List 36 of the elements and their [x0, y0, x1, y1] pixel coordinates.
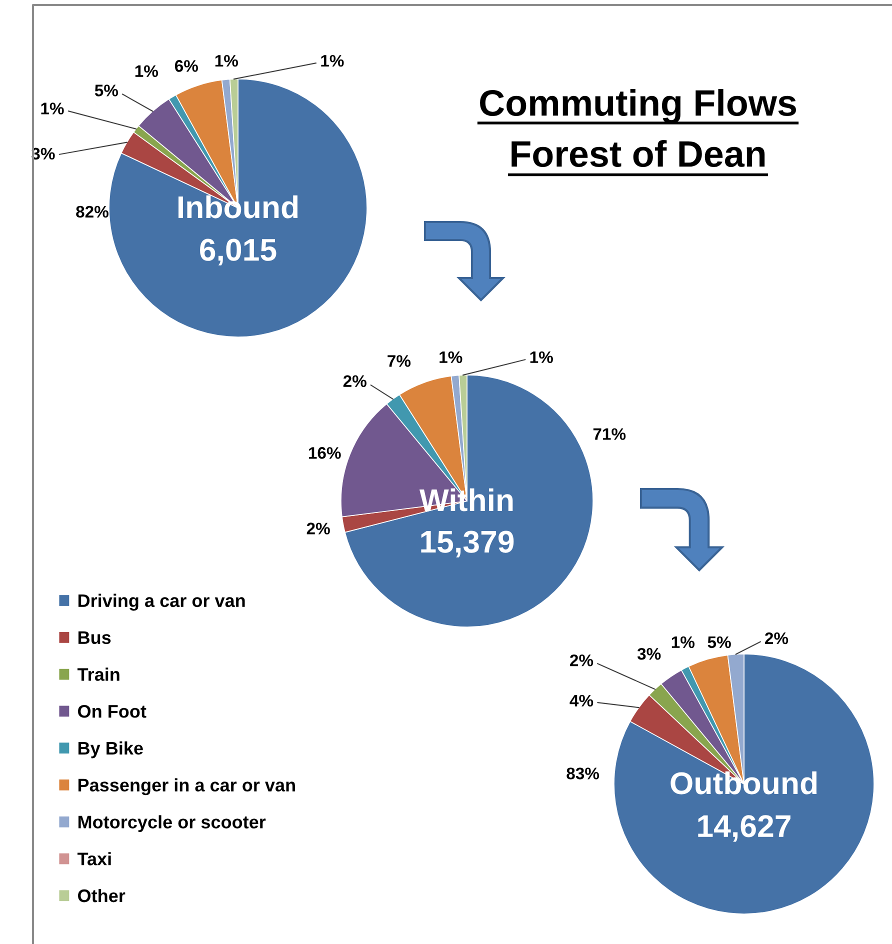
- data-label: 4%: [570, 694, 594, 707]
- data-label: 1%: [41, 102, 64, 114]
- data-label: 2%: [343, 375, 366, 387]
- data-label: 1%: [135, 65, 158, 77]
- legend-label: On Foot: [78, 704, 146, 718]
- data-label: 83%: [566, 768, 600, 780]
- data-label: 3%: [637, 648, 661, 660]
- data-label: 1%: [215, 54, 238, 67]
- slice-label: Outbound: [670, 771, 817, 794]
- legend-label: Other: [78, 888, 126, 902]
- data-label: 5%: [94, 84, 118, 96]
- data-label: 71%: [593, 428, 626, 440]
- data-label: 7%: [388, 355, 411, 367]
- data-label: 16%: [308, 447, 341, 459]
- data-label: 82%: [76, 206, 108, 218]
- text: 15,379: [421, 530, 514, 558]
- legend-label: Taxi: [77, 852, 111, 866]
- data-label: 5%: [708, 636, 731, 648]
- data-label: 2%: [765, 632, 788, 644]
- data-label: 1%: [530, 351, 553, 364]
- legend-label: Driving a car or van: [78, 594, 245, 611]
- slice-label: Inbound: [178, 195, 298, 218]
- legend-label: Passenger in a car or van: [78, 778, 295, 796]
- data-label: 1%: [440, 351, 462, 364]
- text: 14,627: [698, 815, 790, 842]
- data-label: 1%: [321, 54, 344, 67]
- legend-label: By Bike: [78, 741, 143, 758]
- data-label: 1%: [672, 636, 695, 648]
- legend-label: Train: [77, 668, 120, 681]
- legend-label: Bus: [78, 631, 111, 644]
- legend-label: Motorcycle or scooter: [78, 815, 266, 832]
- text: Commuting Flows Forest of Dean: [480, 89, 796, 168]
- text: 6,015: [200, 238, 276, 266]
- data-label: 2%: [306, 522, 330, 534]
- data-label: 6%: [174, 60, 198, 72]
- data-label: 2%: [570, 654, 594, 666]
